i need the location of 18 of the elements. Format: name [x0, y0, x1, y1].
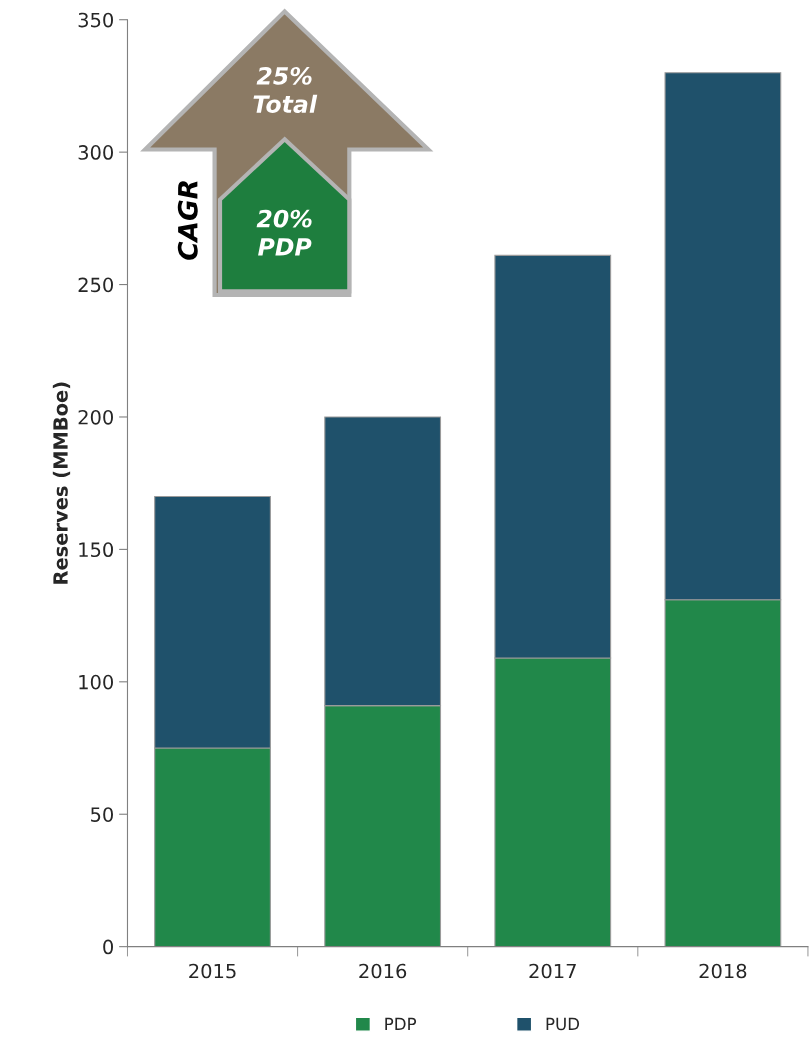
- y-tick-label: 50: [91, 807, 113, 822]
- y-axis-title: Reserves (MMBoe): [52, 382, 71, 584]
- y-tick-label: 300: [78, 145, 113, 160]
- x-tick-label: 2017: [529, 963, 576, 979]
- x-tick-label: 2018: [699, 963, 747, 979]
- annotation: 25% Total: [253, 66, 318, 113]
- y-tick-label: 250: [78, 277, 113, 293]
- x-tick-label: 2016: [359, 963, 407, 979]
- annotation: CAGR: [177, 181, 198, 260]
- x-tick-label: 2015: [189, 963, 236, 979]
- y-tick-label: 0: [103, 939, 113, 955]
- legend-label: PDP: [385, 1017, 417, 1030]
- y-tick-label: 350: [78, 12, 113, 28]
- y-tick-label: 100: [79, 674, 113, 690]
- y-tick-label: 200: [78, 409, 113, 425]
- y-tick-label: 150: [79, 542, 113, 558]
- annotation: 20% PDP: [256, 209, 312, 256]
- legend-label: PUD: [546, 1017, 580, 1031]
